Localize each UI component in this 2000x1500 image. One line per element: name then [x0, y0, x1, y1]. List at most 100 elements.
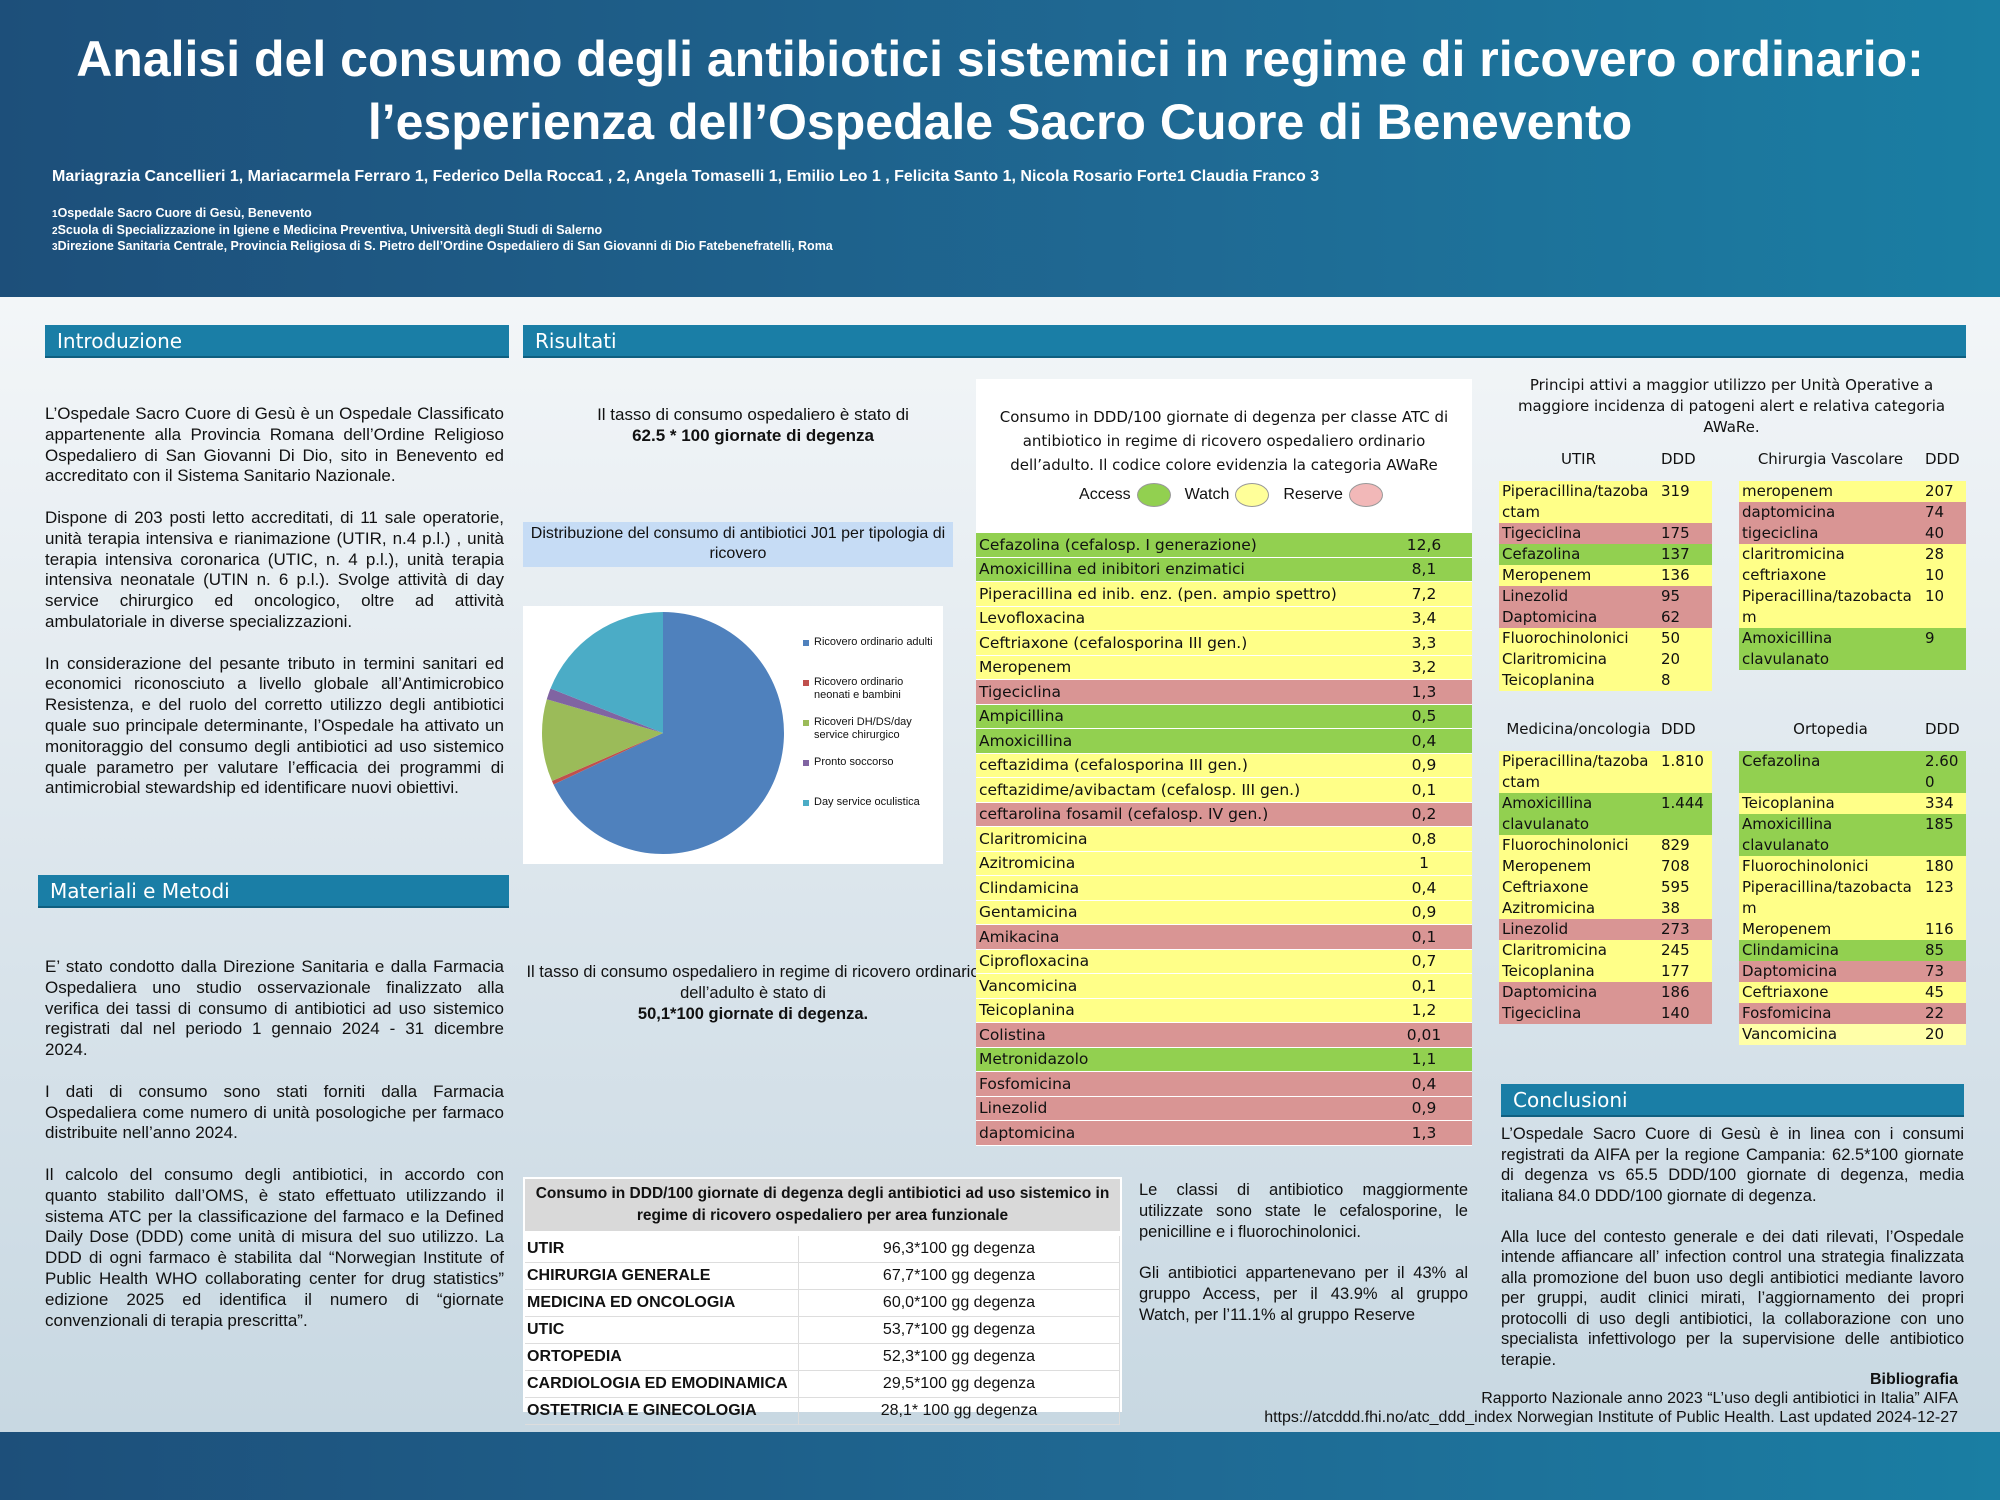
cell-value: 3,2 [1376, 655, 1472, 680]
cell-value: 334 [1925, 794, 1954, 812]
cell-value: 0,7 [1376, 949, 1472, 974]
table-row: UTIC 53,7*100 gg degenza [525, 1316, 1120, 1344]
table-row: Teicoplanina 177 [1499, 961, 1712, 982]
table-row: Piperacillina/tazobactam 319 [1499, 481, 1712, 523]
cell-value: 40 [1925, 524, 1945, 542]
affiliation-text: Scuola di Specializzazione in Igiene e M… [57, 222, 603, 237]
table-row: Amoxicillina clavulanato 1.444 [1499, 793, 1712, 835]
table-row: Amoxicillina clavulanato 9 [1739, 628, 1966, 670]
pie-slice [550, 612, 663, 733]
cell-value: 186 [1661, 983, 1690, 1001]
cell-value: 207 [1925, 482, 1954, 500]
cell-value: 20 [1925, 1025, 1945, 1043]
cell-value: 123 [1925, 878, 1954, 896]
cell-name: Cefazolina [1502, 545, 1581, 563]
unit-table: meropenem 207 daptomicina 74 tigeciclina 40 cl… [1739, 481, 1966, 670]
cell-name: Teicoplanina [1502, 671, 1595, 689]
unit-name: Chirurgia Vascolare [1757, 450, 1904, 468]
cell-name: Azitromicina [1502, 899, 1596, 917]
cell-name: Linezolid [976, 1096, 1376, 1121]
cell-value: 50 [1661, 629, 1681, 647]
cell-name: Tigeciclina [976, 679, 1376, 705]
table-row: Meropenem 3,2 [976, 655, 1472, 680]
note-text: Il tasso di consumo ospedaliero in regim… [526, 963, 980, 1002]
legend-swatch [803, 760, 809, 766]
legend-swatch [803, 640, 809, 646]
cell-value: 1.810 [1661, 752, 1704, 770]
affiliation: 2Scuola di Specializzazione in Igiene e … [52, 223, 602, 237]
unit-name: Medicina/oncologia [1506, 720, 1651, 738]
cell-name: ceftazidima (cefalosporina III gen.) [976, 753, 1376, 778]
column-header: DDD [1925, 450, 1960, 468]
table-row: UTIR 96,3*100 gg degenza [525, 1236, 1120, 1263]
bib-entry: Rapporto Nazionale anno 2023 “L’uso degl… [1481, 1390, 1958, 1407]
atc-table: Cefazolina (cefalosp. I generazione) 12,6… [976, 533, 1472, 1146]
table-row: OSTETRICIA E GINECOLOGIA 28,1* 100 gg deg… [525, 1397, 1120, 1425]
title: Analisi del consumo degli antibiotici si… [76, 31, 1924, 87]
cell-value: 9 [1925, 629, 1935, 647]
cell-name: Tigeciclina [1502, 1004, 1582, 1022]
cell-name: daptomicina [976, 1120, 1376, 1146]
section-heading: Conclusioni [1501, 1084, 1964, 1117]
cell-name: Ampicillina [976, 704, 1376, 729]
cell-name: Ceftriaxone [1742, 983, 1829, 1001]
cell-name: ceftriaxone [1742, 566, 1827, 584]
legend-label: Ricoveri DH/DS/day service chirurgico [814, 716, 912, 741]
cell-value: 38 [1661, 899, 1681, 917]
paragraph: Il calcolo del consumo degli antibiotici… [45, 1164, 504, 1330]
legend-label: Day service oculistica [814, 796, 920, 808]
section-heading: Introduzione [45, 325, 509, 358]
cell-name: Claritromicina [1502, 941, 1607, 959]
cell-value: 0,9 [1376, 900, 1472, 925]
cell-value: 3,4 [1376, 606, 1472, 631]
table-row: Claritromicina 0,8 [976, 826, 1472, 852]
table-row: claritromicina 28 [1739, 544, 1966, 565]
table-row: Piperacillina/tazobactam 1.810 [1499, 751, 1712, 793]
cell-value: 0,8 [1376, 826, 1472, 852]
cell-value: 73 [1925, 962, 1945, 980]
cell-value: 67,7*100 gg degenza [798, 1262, 1120, 1290]
legend-label: Reserve [1283, 486, 1343, 503]
table-row: Claritromicina 20 [1499, 649, 1712, 670]
legend-item: Pronto soccorso [803, 756, 939, 769]
table-row: Tigeciclina 140 [1499, 1003, 1712, 1024]
column-header: DDD [1925, 720, 1960, 738]
title: l’esperienza dell’Ospedale Sacro Cuore d… [367, 94, 1633, 150]
paragraph: E’ stato condotto dalla Direzione Sanita… [45, 957, 504, 1060]
cell-name: tigeciclina [1742, 524, 1819, 542]
affiliation-text: Ospedale Sacro Cuore di Gesù, Benevento [57, 206, 312, 220]
table-row: Ampicillina 0,5 [976, 704, 1472, 729]
cell-value: 140 [1661, 1004, 1690, 1022]
table-row: Cefazolina 137 [1499, 544, 1712, 565]
legend-item: Ricovero ordinario neonati e bambini [803, 676, 939, 702]
table-row: Fluorochinolonici 180 [1739, 856, 1966, 877]
intro-text: L’Ospedale Sacro Cuore di Gesù è un Ospe… [45, 404, 504, 820]
cell-name: Ceftriaxone [1502, 878, 1589, 896]
cell-name: Meropenem [976, 655, 1376, 680]
cell-value: 8,1 [1376, 557, 1472, 582]
table-row: Gentamicina 0,9 [976, 900, 1472, 925]
cell-value: 0,4 [1376, 728, 1472, 754]
note-text: Il tasso di consumo ospedaliero è stato … [597, 405, 909, 424]
table-row: Teicoplanina 8 [1499, 670, 1712, 691]
cell-name: Amoxicillina ed inibitori enzimatici [976, 557, 1376, 582]
bib-heading: Bibliografia [1869, 1371, 1958, 1388]
note-value: 50,1*100 giornate di degenza. [637, 1005, 869, 1023]
cell-value: 829 [1661, 836, 1690, 854]
cell-name: Cefazolina (cefalosp. I generazione) [976, 533, 1376, 558]
cell-name: Meropenem [1502, 857, 1592, 875]
table-row: Meropenem 708 [1499, 856, 1712, 877]
cell-value: 0,2 [1376, 802, 1472, 827]
cell-area: OSTETRICIA E GINECOLOGIA [525, 1397, 799, 1425]
table-row: Amoxicillina ed inibitori enzimatici 8,1 [976, 557, 1472, 582]
cell-value: 245 [1661, 941, 1690, 959]
cell-name: Ceftriaxone (cefalosporina III gen.) [976, 630, 1376, 656]
units-title: Principi attivi a maggior utilizzo per U… [1517, 376, 1946, 436]
legend-item: Ricoveri DH/DS/day service chirurgico [803, 716, 939, 742]
table-row: Amoxicillina clavulanato 185 [1739, 814, 1966, 856]
cell-name: Metronidazolo [976, 1047, 1376, 1072]
cell-name: daptomicina [1742, 503, 1836, 521]
cell-name: meropenem [1742, 482, 1833, 500]
table-row: Teicoplanina 1,2 [976, 998, 1472, 1023]
paragraph: I dati di consumo sono stati forniti dal… [45, 1081, 504, 1143]
